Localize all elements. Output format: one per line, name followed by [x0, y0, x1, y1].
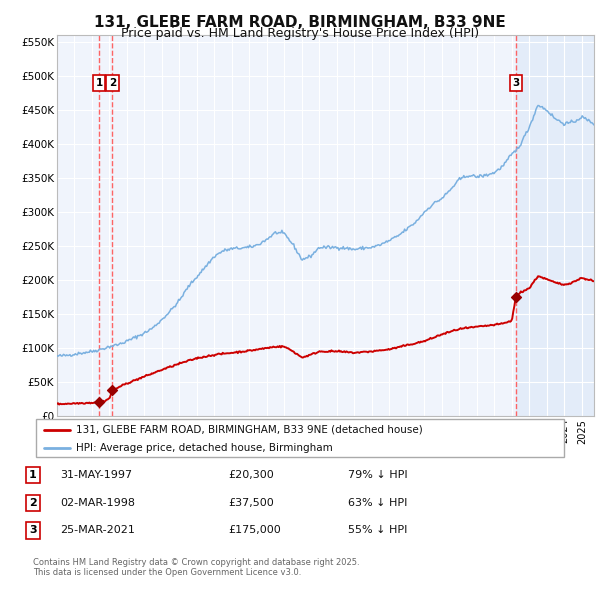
Text: £20,300: £20,300 [228, 470, 274, 480]
Text: 3: 3 [29, 526, 37, 535]
Text: 02-MAR-1998: 02-MAR-1998 [60, 498, 135, 507]
Text: £175,000: £175,000 [228, 526, 281, 535]
Text: £37,500: £37,500 [228, 498, 274, 507]
FancyBboxPatch shape [36, 419, 564, 457]
Point [511, 292, 521, 301]
Text: 3: 3 [512, 78, 520, 88]
Point [107, 386, 117, 395]
Text: 31-MAY-1997: 31-MAY-1997 [60, 470, 132, 480]
Text: 63% ↓ HPI: 63% ↓ HPI [348, 498, 407, 507]
Text: 55% ↓ HPI: 55% ↓ HPI [348, 526, 407, 535]
Point [94, 398, 104, 407]
Text: 2: 2 [109, 78, 116, 88]
Text: 1: 1 [95, 78, 103, 88]
Text: 25-MAR-2021: 25-MAR-2021 [60, 526, 135, 535]
Text: Price paid vs. HM Land Registry's House Price Index (HPI): Price paid vs. HM Land Registry's House … [121, 27, 479, 40]
Text: 79% ↓ HPI: 79% ↓ HPI [348, 470, 407, 480]
Text: HPI: Average price, detached house, Birmingham: HPI: Average price, detached house, Birm… [76, 442, 332, 453]
Text: 131, GLEBE FARM ROAD, BIRMINGHAM, B33 9NE: 131, GLEBE FARM ROAD, BIRMINGHAM, B33 9N… [94, 15, 506, 30]
Text: Contains HM Land Registry data © Crown copyright and database right 2025.
This d: Contains HM Land Registry data © Crown c… [33, 558, 359, 577]
Bar [516, 35, 594, 416]
Text: 2: 2 [29, 498, 37, 507]
Text: 1: 1 [29, 470, 37, 480]
Text: 131, GLEBE FARM ROAD, BIRMINGHAM, B33 9NE (detached house): 131, GLEBE FARM ROAD, BIRMINGHAM, B33 9N… [76, 425, 422, 435]
